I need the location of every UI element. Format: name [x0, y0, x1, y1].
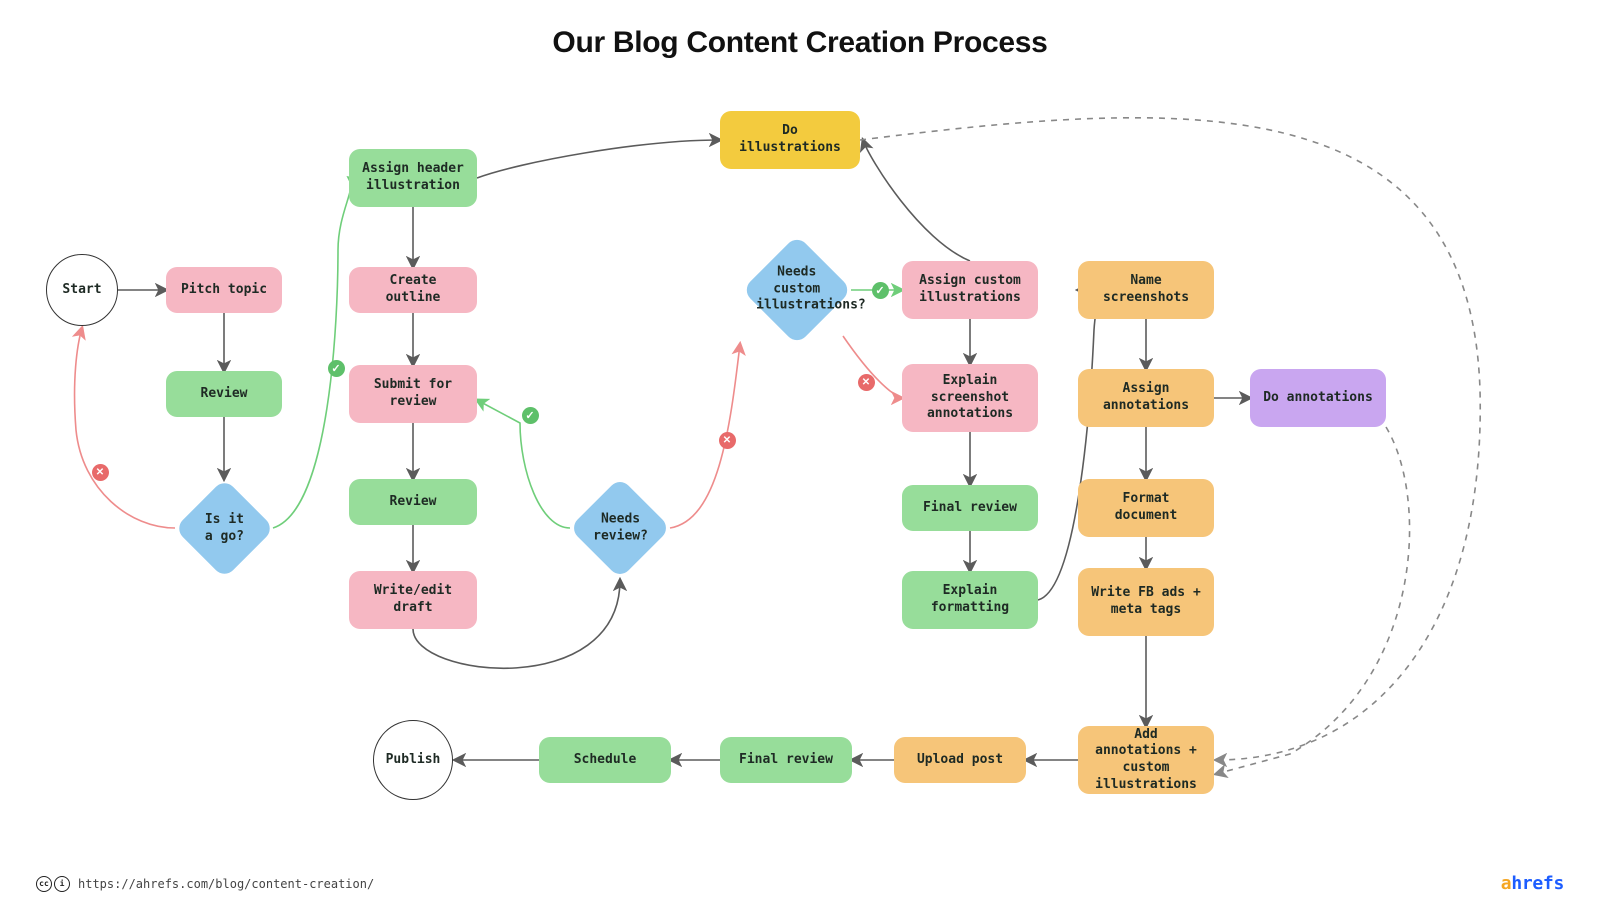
footer-url: https://ahrefs.com/blog/content-creation…: [78, 877, 374, 891]
yes-badge-icon: ✓: [522, 407, 539, 424]
node-isgo: Is it a go?: [174, 478, 274, 578]
edge-explainformat-to-namescreens: [1038, 290, 1097, 600]
yes-badge-icon: ✓: [328, 360, 345, 377]
node-start: Start: [46, 254, 118, 326]
yes-badge-icon: ✓: [872, 282, 889, 299]
node-explainformat: Explain formatting: [902, 571, 1038, 629]
edge-needsreview-to-submitreview: [477, 400, 570, 528]
node-assignannot: Assign annotations: [1078, 369, 1214, 427]
node-review2: Review: [349, 479, 477, 525]
node-writefb: Write FB ads + meta tags: [1078, 568, 1214, 636]
edge-assignheader-to-doillus: [477, 140, 720, 178]
node-assignheader: Assign header illustration: [349, 149, 477, 207]
edge-needsreview-to-needscustom: [670, 344, 740, 528]
no-badge-icon: ✕: [719, 432, 736, 449]
node-namescreens: Name screenshots: [1078, 261, 1214, 319]
footer: cci https://ahrefs.com/blog/content-crea…: [36, 873, 1564, 894]
flowchart-canvas: Our Blog Content Creation Process Start P…: [0, 0, 1600, 912]
no-badge-icon: ✕: [858, 374, 875, 391]
node-doillus: Do illustrations: [720, 111, 860, 169]
node-review1: Review: [166, 371, 282, 417]
edge-doannot-to-addannot: [1216, 427, 1410, 774]
no-badge-icon: ✕: [92, 464, 109, 481]
node-explainscreens: Explain screenshot annotations: [902, 364, 1038, 432]
node-publish: Publish: [373, 720, 453, 800]
node-uploadpost: Upload post: [894, 737, 1026, 783]
node-needsreview: Needs review?: [569, 477, 671, 579]
node-finalreview2: Final review: [720, 737, 852, 783]
node-doannot: Do annotations: [1250, 369, 1386, 427]
node-addannot: Add annotations + custom illustrations: [1078, 726, 1214, 794]
node-finalreview1: Final review: [902, 485, 1038, 531]
node-schedule: Schedule: [539, 737, 671, 783]
node-assigncustom: Assign custom illustrations: [902, 261, 1038, 319]
node-submitreview: Submit for review: [349, 365, 477, 423]
brand-logo: ahrefs: [1501, 873, 1564, 894]
edge-doillus-to-addannot: [860, 118, 1480, 760]
edge-isgo-to-start: [75, 328, 175, 528]
node-writeedit: Write/edit draft: [349, 571, 477, 629]
page-title: Our Blog Content Creation Process: [0, 26, 1600, 60]
cc-license-icon: cci: [36, 876, 70, 892]
edge-assigncustom-to-doillus: [863, 140, 970, 261]
edge-needscustom-to-explainscreens: [843, 336, 902, 398]
node-formatdoc: Format document: [1078, 479, 1214, 537]
node-needscustom: Needs custom illustrations?: [742, 235, 852, 345]
edge-isgo-to-assignheader: [273, 178, 351, 528]
node-pitch: Pitch topic: [166, 267, 282, 313]
node-outline: Create outline: [349, 267, 477, 313]
